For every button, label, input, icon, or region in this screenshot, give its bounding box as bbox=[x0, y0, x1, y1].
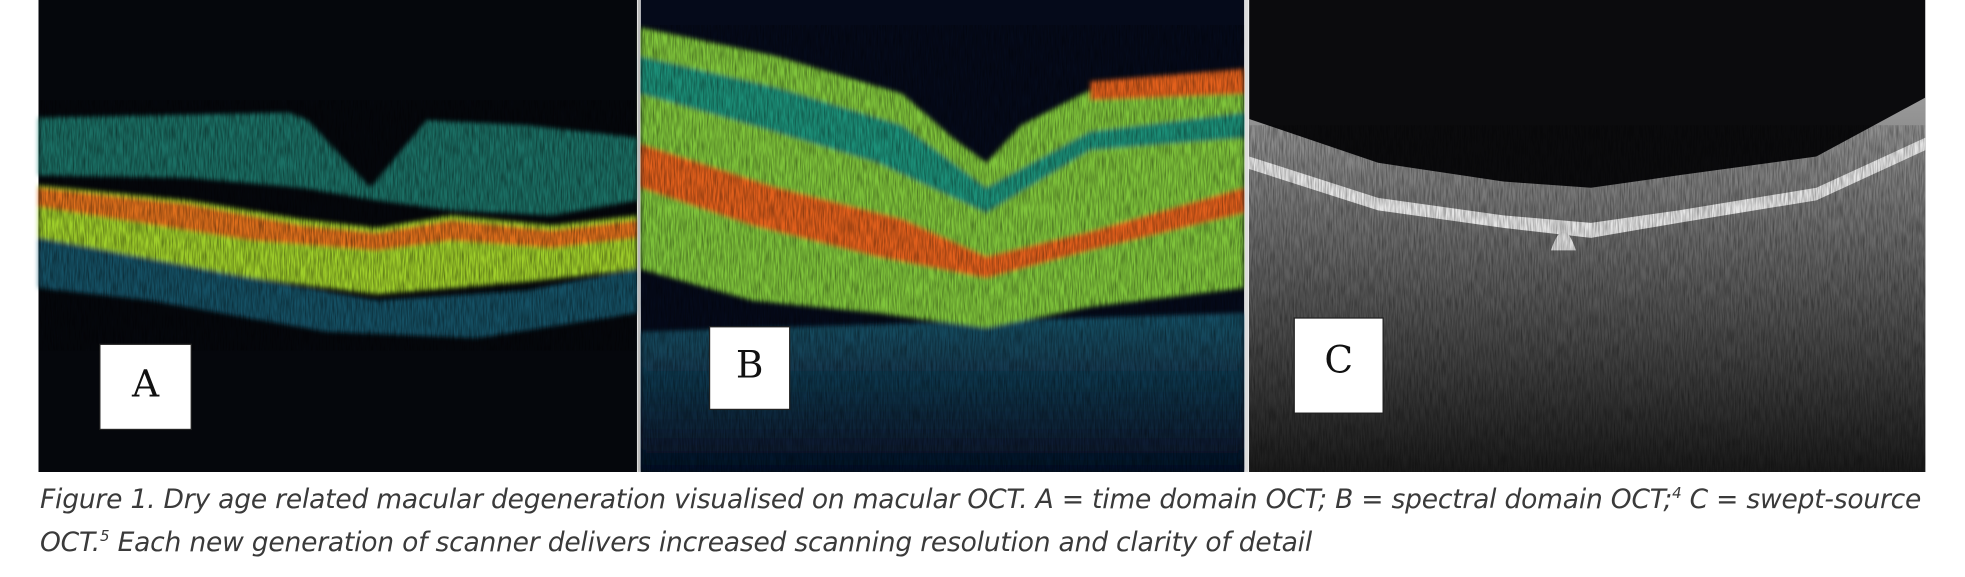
caption-text: Each new generation of scanner delivers … bbox=[109, 527, 1313, 558]
panel-label: A bbox=[131, 361, 160, 405]
panel-c bbox=[1249, 0, 1926, 472]
reference: 5 bbox=[100, 527, 110, 545]
label-box bbox=[1293, 317, 1384, 414]
caption-text: Figure 1. Dry age related macular degene… bbox=[40, 484, 1673, 515]
caption-text: C = swept-source OCT. bbox=[40, 484, 1922, 558]
reference: 4 bbox=[1672, 484, 1682, 502]
label-box bbox=[708, 326, 791, 411]
panel-label: C bbox=[1324, 338, 1353, 382]
caption: Figure 1. Dry age related macular degene… bbox=[40, 478, 1935, 564]
oct-images: A B C bbox=[38, 0, 1926, 472]
label-box bbox=[99, 343, 192, 431]
panel-label: B bbox=[736, 343, 764, 387]
